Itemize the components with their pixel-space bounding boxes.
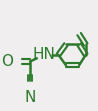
Text: N: N (24, 90, 36, 105)
Text: HN: HN (33, 47, 56, 62)
Circle shape (24, 83, 37, 96)
Text: O: O (1, 54, 13, 69)
Circle shape (7, 55, 20, 68)
Circle shape (38, 48, 51, 61)
